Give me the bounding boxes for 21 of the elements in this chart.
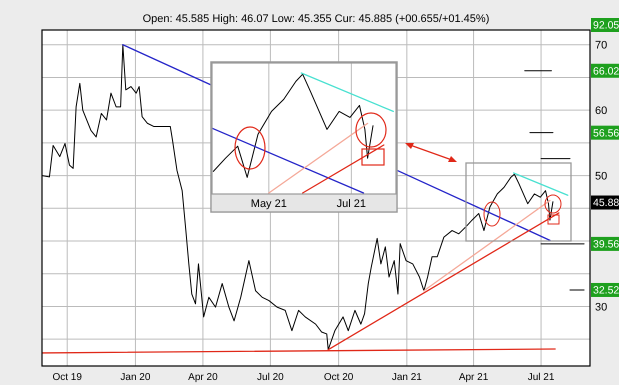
- x-tick-label: Apr 20: [188, 372, 218, 383]
- x-tick-label: Jul 20: [257, 372, 284, 383]
- x-tick-label: Jan 20: [120, 372, 151, 383]
- x-tick-label: Jan 21: [392, 372, 422, 383]
- annotation: 39.56: [593, 238, 619, 251]
- x-tick-label: Oct 20: [324, 372, 354, 383]
- x-tick-label: Apr 21: [458, 372, 489, 383]
- annotation: 66.02: [593, 65, 619, 78]
- y-tick-label: 60: [595, 105, 608, 118]
- x-tick-label: Jul 21: [336, 198, 366, 210]
- y-tick-label: 30: [595, 301, 608, 314]
- x-tick-label: Oct 19: [52, 372, 82, 383]
- annotation: 32.52: [593, 284, 619, 297]
- x-tick-label: May 21: [250, 198, 287, 210]
- annotation: 45.88: [593, 197, 619, 210]
- x-tick-label: Jul 21: [528, 372, 555, 383]
- chart-title: Open: 45.585 High: 46.07 Low: 45.355 Cur: 45.885 (+00.655/+01.45%): [142, 13, 490, 25]
- text: 92.05: [593, 20, 619, 32]
- y-tick-label: 70: [595, 40, 608, 52]
- y-tick-label: 50: [595, 170, 608, 182]
- annotation: 56.56: [593, 127, 619, 140]
